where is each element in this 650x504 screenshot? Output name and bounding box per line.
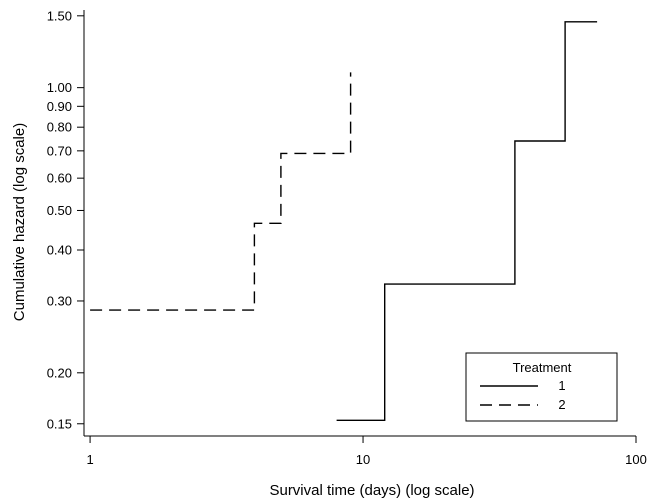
y-tick-label: 0.15 bbox=[47, 416, 72, 431]
y-tick-label: 0.20 bbox=[47, 365, 72, 380]
series-layer bbox=[90, 21, 598, 421]
x-ticks: 1 10 100 bbox=[86, 436, 647, 467]
x-tick-label: 10 bbox=[356, 452, 370, 467]
y-tick-label: 0.70 bbox=[47, 143, 72, 158]
y-tick-label: 0.90 bbox=[47, 99, 72, 114]
legend-box bbox=[465, 352, 618, 422]
y-ticks: 0.15 0.20 0.30 0.40 0.50 0.60 0.70 0.80 0.90 1.00… bbox=[47, 8, 84, 431]
y-tick-label: 0.50 bbox=[47, 203, 72, 218]
legend-title: Treatment bbox=[513, 360, 572, 375]
x-tick-label: 100 bbox=[625, 452, 647, 467]
y-axis-title: Cumulative hazard (log scale) bbox=[11, 123, 28, 321]
axes bbox=[83, 10, 636, 437]
y-tick-label: 0.40 bbox=[47, 242, 72, 257]
legend: Treatment 1 2 bbox=[465, 352, 618, 422]
y-tick-label: 1.00 bbox=[47, 80, 72, 95]
y-tick-label: 0.60 bbox=[47, 171, 72, 186]
x-tick-label: 1 bbox=[86, 452, 93, 467]
series-line-1 bbox=[336, 21, 598, 421]
legend-label-series-1: 1 bbox=[558, 378, 565, 393]
y-tick-label: 1.50 bbox=[47, 8, 72, 23]
series-line-2 bbox=[90, 72, 352, 311]
x-axis-title: Survival time (days) (log scale) bbox=[269, 482, 474, 499]
y-tick-label: 0.30 bbox=[47, 293, 72, 308]
legend-label-series-2: 2 bbox=[558, 397, 565, 412]
y-tick-label: 0.80 bbox=[47, 120, 72, 135]
